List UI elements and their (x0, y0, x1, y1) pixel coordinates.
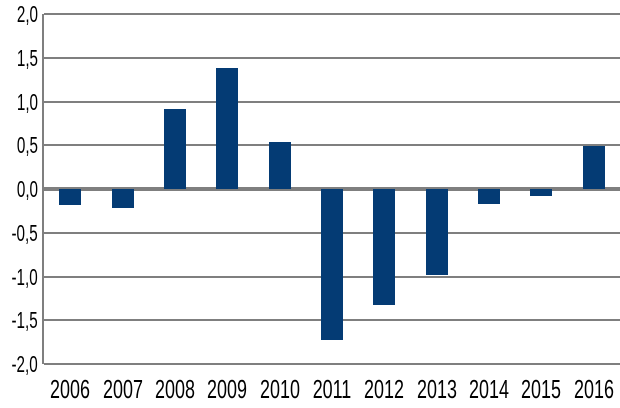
y-tick-label: 1,5 (16, 44, 38, 71)
gridline (44, 363, 620, 365)
bar-2007 (111, 189, 134, 209)
x-tick-label: 2008 (154, 374, 195, 404)
y-tick-label: 2,0 (16, 1, 38, 27)
bar-2012 (373, 189, 396, 306)
y-tick-label: 0,5 (16, 132, 38, 159)
gridline (44, 56, 620, 59)
y-tick-label: -0,5 (11, 219, 38, 246)
y-tick-label: 0,0 (16, 176, 38, 202)
x-tick-label: 2009 (207, 374, 248, 404)
gridline (44, 144, 620, 147)
x-tick-label: 2013 (416, 374, 457, 404)
x-tick-label: 2007 (102, 374, 143, 404)
bar-2010 (268, 141, 291, 189)
bar-2006 (59, 189, 82, 205)
bar-2014 (478, 189, 501, 204)
y-tick-label: -1,5 (11, 307, 38, 334)
bar-2008 (163, 108, 186, 189)
y-tick-label: -1,0 (11, 263, 38, 290)
x-tick-label: 2011 (312, 374, 352, 404)
bar-2009 (216, 68, 239, 189)
y-tick-label: -2,0 (11, 351, 38, 377)
bar-2011 (321, 189, 343, 340)
x-tick-label: 2006 (50, 374, 91, 404)
x-tick-label: 2010 (259, 374, 300, 404)
x-tick-label: 2014 (469, 374, 510, 404)
x-tick-label: 2012 (364, 374, 405, 404)
bar-2016 (582, 146, 605, 189)
bar-2013 (425, 189, 448, 275)
x-tick-label: 2015 (521, 374, 562, 404)
plot-area (42, 13, 620, 365)
gridline (44, 13, 620, 15)
gridline (44, 100, 620, 103)
x-tick-label: 2016 (573, 374, 614, 404)
y-tick-label: 1,0 (16, 88, 38, 115)
bar-2015 (530, 189, 553, 196)
